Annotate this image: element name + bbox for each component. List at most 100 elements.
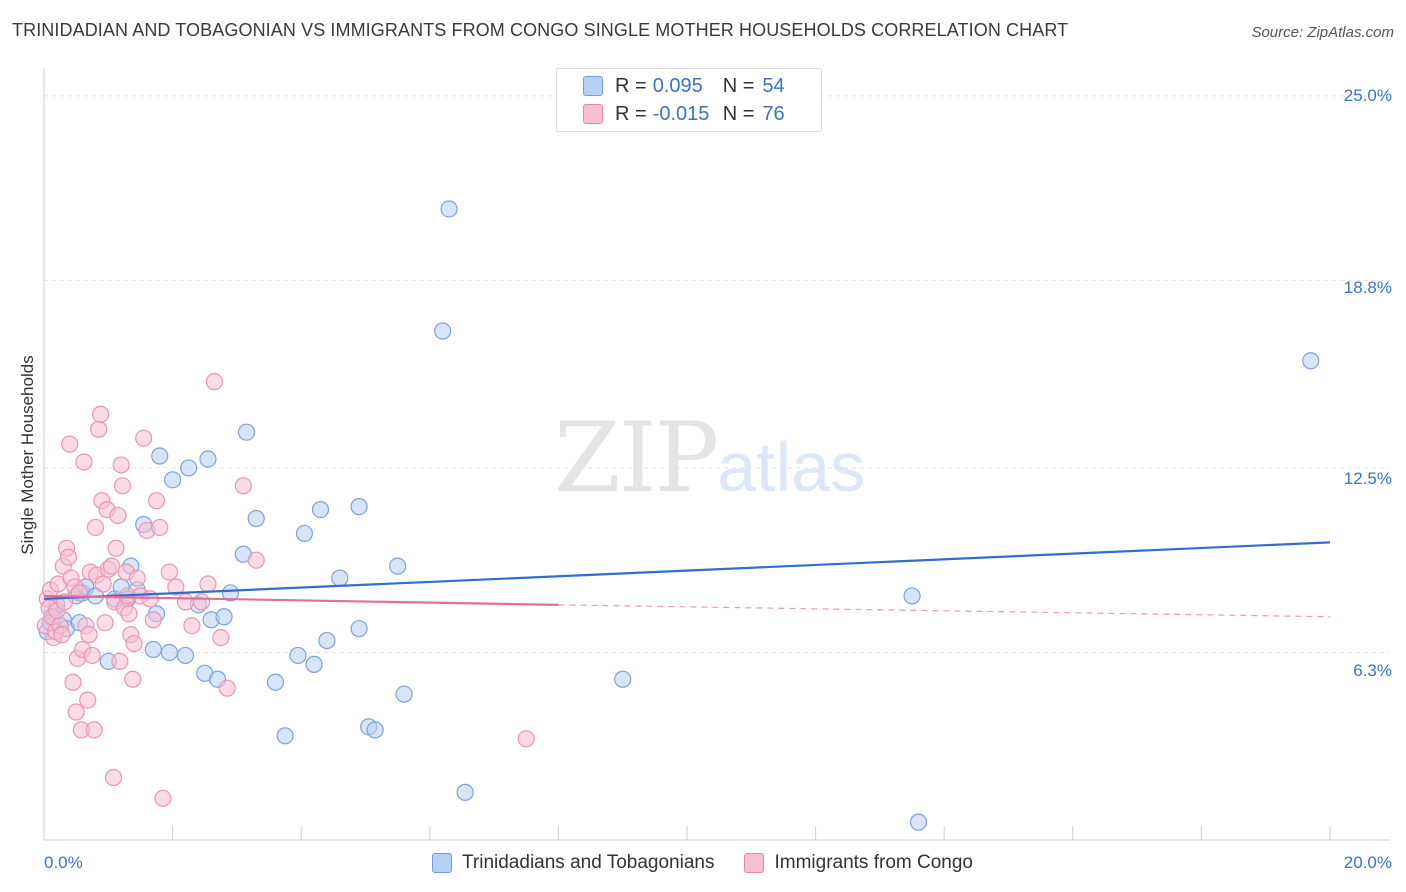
series-legend: Trinidadians and Tobagonians Immigrants … xyxy=(432,852,1003,874)
trinidadian-point xyxy=(311,501,330,519)
congo-point xyxy=(183,617,201,635)
legend-swatch-pink xyxy=(583,104,603,124)
congo-point xyxy=(120,605,138,623)
congo-point xyxy=(91,405,110,423)
y-tick-label: 18.8% xyxy=(1343,278,1392,297)
congo-point xyxy=(160,563,178,581)
trinidadian-point xyxy=(1302,352,1320,370)
trinidadian-point xyxy=(215,608,233,626)
legend-row-blue: R = 0.095 N = 54 xyxy=(583,73,785,99)
congo-point xyxy=(113,477,132,495)
congo-point xyxy=(154,789,172,807)
congo-point xyxy=(104,768,123,787)
congo-point xyxy=(85,721,103,739)
legend-r-label: R = xyxy=(615,74,647,97)
chart-title: TRINIDADIAN AND TOBAGONIAN VS IMMIGRANTS… xyxy=(12,20,1069,40)
legend-r-label: R = xyxy=(615,102,647,125)
trinidadian-point xyxy=(434,322,452,340)
trinidadian-point xyxy=(276,727,294,745)
congo-point xyxy=(234,477,252,495)
legend-swatch-blue xyxy=(432,853,452,873)
congo-point xyxy=(125,634,143,653)
congo-trend-line xyxy=(43,594,559,606)
trinidadian-trend-line xyxy=(43,541,1331,600)
legend-item-congo: Immigrants from Congo xyxy=(744,852,973,874)
trinidadian-point xyxy=(289,646,307,665)
congo-trend-extension xyxy=(558,604,1331,618)
congo-point xyxy=(135,429,153,447)
congo-point xyxy=(64,673,82,691)
legend-r-value: 0.095 xyxy=(652,74,703,97)
congo-point xyxy=(96,614,114,632)
trinidadian-point xyxy=(144,640,162,659)
y-tick-label: 12.5% xyxy=(1343,469,1392,488)
congo-point xyxy=(75,453,93,471)
congo-point xyxy=(124,670,142,688)
legend-r-value: -0.015 xyxy=(652,102,710,125)
congo-point xyxy=(107,539,125,557)
legend-item-trinidadians: Trinidadians and Tobagonians xyxy=(432,852,714,874)
trinidadian-point xyxy=(350,498,368,516)
trinidadian-point xyxy=(247,509,265,528)
congo-point xyxy=(61,435,79,453)
trinidadian-point xyxy=(199,450,217,468)
congo-point xyxy=(212,628,230,647)
congo-point xyxy=(144,611,162,629)
correlation-legend: R = 0.095 N = 54 R = -0.015 N = 76 xyxy=(556,68,822,132)
congo-point xyxy=(205,373,223,391)
congo-point xyxy=(128,569,146,587)
congo-point xyxy=(218,679,236,697)
trinidadian-point xyxy=(221,584,240,602)
trinidadian-point xyxy=(440,200,458,218)
trinidadian-point xyxy=(176,646,195,665)
congo-point xyxy=(90,420,108,438)
x-tick-label: 0.0% xyxy=(44,853,83,872)
legend-row-pink: R = -0.015 N = 76 xyxy=(583,101,785,127)
trinidadian-point xyxy=(180,459,198,477)
congo-point xyxy=(192,593,211,611)
congo-point xyxy=(86,518,105,537)
congo-point xyxy=(83,646,101,665)
congo-point xyxy=(53,626,71,644)
congo-point xyxy=(111,652,129,671)
y-axis-label: Single Mother Households xyxy=(18,355,37,555)
congo-point xyxy=(112,456,130,474)
trinidadian-point xyxy=(164,471,182,489)
congo-point xyxy=(176,593,195,611)
trinidadian-point xyxy=(295,524,314,543)
trinidadian-point xyxy=(318,631,336,650)
trinidadian-point xyxy=(456,783,474,801)
congo-point xyxy=(79,691,97,709)
trinidadian-point xyxy=(160,643,178,662)
congo-point xyxy=(151,518,169,537)
legend-n-value: 76 xyxy=(762,102,785,125)
legend-swatch-pink xyxy=(744,853,765,873)
congo-point xyxy=(80,626,98,644)
trinidadian-point xyxy=(350,620,368,638)
y-tick-label: 25.0% xyxy=(1343,86,1392,105)
trinidadian-point xyxy=(331,569,349,587)
congo-point xyxy=(147,492,166,510)
y-tick-label: 6.3% xyxy=(1353,661,1392,680)
trinidadian-point xyxy=(266,673,285,691)
legend-n-label: N = xyxy=(722,74,755,97)
source-label: Source: ZipAtlas.com xyxy=(1251,24,1394,41)
trinidadian-point xyxy=(366,721,384,739)
trinidadian-point xyxy=(151,447,169,465)
legend-n-value: 54 xyxy=(762,74,785,97)
legend-label: Trinidadians and Tobagonians xyxy=(462,852,715,873)
watermark: ZIPatlas xyxy=(554,402,865,514)
trinidadian-point xyxy=(909,813,928,831)
trinidadian-point xyxy=(305,655,323,673)
watermark-atlas: atlas xyxy=(717,428,866,506)
legend-swatch-blue xyxy=(583,76,603,96)
trinidadian-point xyxy=(237,423,256,441)
congo-point xyxy=(199,575,217,593)
x-tick-label: 20.0% xyxy=(1343,853,1392,872)
trinidadian-point xyxy=(389,557,407,575)
congo-point xyxy=(517,730,535,748)
congo-point xyxy=(59,548,78,566)
legend-n-label: N = xyxy=(722,102,755,125)
trinidadian-point xyxy=(903,587,921,605)
